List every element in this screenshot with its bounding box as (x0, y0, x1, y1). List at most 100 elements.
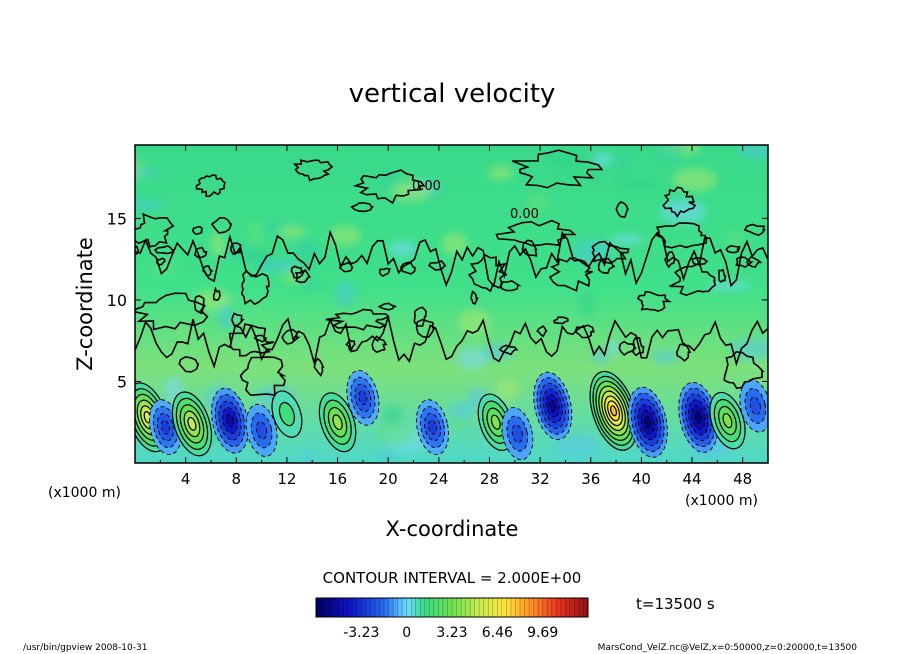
texture-blob (441, 232, 468, 255)
zero-contour (135, 245, 140, 255)
y-axis-label: Z-coordinate (73, 237, 97, 371)
zero-contours (135, 149, 768, 397)
x-tick-label: 24 (429, 470, 448, 488)
updraft-cell (318, 392, 357, 453)
zero-contour (669, 261, 717, 297)
zero-contour (499, 280, 522, 292)
texture-blob (376, 422, 417, 446)
velocity-contour (187, 416, 197, 431)
zero-contour (239, 356, 287, 397)
x-tick-label: 32 (531, 470, 550, 488)
zero-contour (470, 290, 479, 305)
colorbar-swatch (334, 598, 340, 617)
colorbar-swatch (520, 598, 526, 617)
velocity-contour (278, 401, 295, 427)
colorbar-swatch (452, 598, 458, 617)
colorbar-swatch (470, 598, 476, 617)
texture-blob (211, 231, 225, 258)
colorbar-swatch (384, 598, 390, 617)
x-tick-label: 4 (181, 470, 191, 488)
colorbar-swatch (433, 598, 439, 617)
x-tick-label: 8 (232, 470, 242, 488)
zero-contour (292, 159, 334, 182)
colorbar-swatch (320, 598, 326, 617)
zero-contour (378, 267, 391, 277)
colorbar-swatch (365, 598, 371, 617)
colorbar-swatch (370, 598, 376, 617)
zero-contour (536, 325, 548, 338)
colorbar-frame (315, 597, 589, 618)
texture-blob (706, 281, 751, 291)
colorbar-swatch (352, 598, 358, 617)
time-label: t=13500 s (636, 595, 715, 613)
zero-contour (290, 265, 306, 279)
texture-blob (335, 280, 356, 307)
zero-contour (498, 344, 519, 356)
colorbar-swatch (406, 598, 412, 617)
x-unit-right: (x1000 m) (685, 493, 758, 509)
downdraft-cell (211, 387, 249, 454)
zero-contour (725, 244, 742, 254)
velocity-contour (332, 414, 343, 431)
zero-contour (718, 268, 727, 283)
texture-blob (607, 340, 621, 355)
colorbar-swatch (379, 598, 385, 617)
zero-contour (193, 294, 205, 315)
zero-contour (294, 269, 312, 284)
x-tick-label: 44 (682, 470, 701, 488)
velocity-contour (160, 419, 170, 435)
colorbar-swatch (565, 598, 571, 617)
colorbar-tick-label: 3.23 (436, 625, 467, 641)
texture-blob (613, 153, 633, 171)
y-axis: 5 10 15 (107, 209, 768, 391)
colorbar-swatch (556, 598, 562, 617)
velocity-cells (135, 369, 768, 461)
x-tick-label: 20 (379, 470, 398, 488)
colorbar-swatch (338, 598, 344, 617)
zero-contour (413, 306, 427, 327)
colorbar-swatch (415, 598, 421, 617)
footer-left: /usr/bin/gpview 2008-10-31 (23, 643, 147, 653)
zero-contour (325, 308, 390, 331)
velocity-contour (549, 399, 557, 412)
colorbar-swatch (538, 598, 544, 617)
texture-blob (495, 378, 520, 401)
colorbar-swatch (547, 598, 553, 617)
zero-contour (399, 261, 416, 275)
texture-blob (303, 449, 316, 463)
zero-contour (743, 223, 766, 237)
colorbar-swatch (361, 598, 367, 617)
texture-blob (546, 148, 586, 169)
chart-title: vertical velocity (349, 79, 556, 109)
velocity-contour (428, 419, 437, 435)
contour-label: 0.00 (510, 207, 539, 222)
texture-blob (456, 347, 488, 370)
zero-contour (135, 229, 768, 288)
texture-blob (278, 225, 306, 238)
zero-contour (512, 149, 604, 189)
texture-blob (448, 402, 474, 419)
colorbar-swatch (374, 598, 380, 617)
zero-contour (212, 286, 222, 302)
zero-contour (371, 335, 388, 354)
colorbar-swatch (447, 598, 453, 617)
colorbar-swatch (524, 598, 530, 617)
zero-contour (195, 174, 226, 198)
zero-contour (723, 350, 765, 390)
colorbar-swatch (456, 598, 462, 617)
zero-contour (313, 357, 325, 377)
colorbar-swatch (578, 598, 584, 617)
colorbar-swatch (465, 598, 471, 617)
colorbar-ticks: -3.23 0 3.23 6.46 9.69 (343, 625, 558, 641)
colorbar-swatch (329, 598, 335, 617)
texture-blob (328, 225, 361, 246)
zero-contour (231, 312, 245, 327)
colorbar-swatch (529, 598, 535, 617)
velocity-contour (694, 411, 703, 424)
texture-blob (217, 304, 235, 331)
updraft-cell (271, 390, 303, 438)
downdraft-cell (678, 381, 719, 453)
downdraft-cell (346, 369, 380, 426)
zero-contour (350, 202, 375, 213)
